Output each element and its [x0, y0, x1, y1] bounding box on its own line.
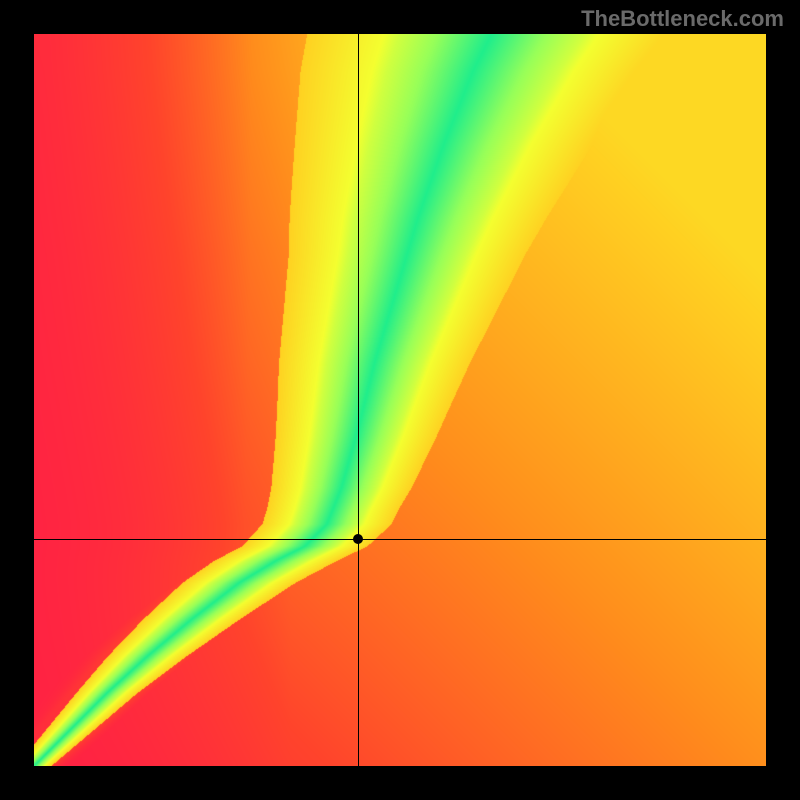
watermark-text: TheBottleneck.com	[581, 6, 784, 32]
heatmap-plot	[34, 34, 766, 766]
heatmap-canvas	[34, 34, 766, 766]
crosshair-vertical	[358, 34, 359, 766]
crosshair-horizontal	[34, 539, 766, 540]
